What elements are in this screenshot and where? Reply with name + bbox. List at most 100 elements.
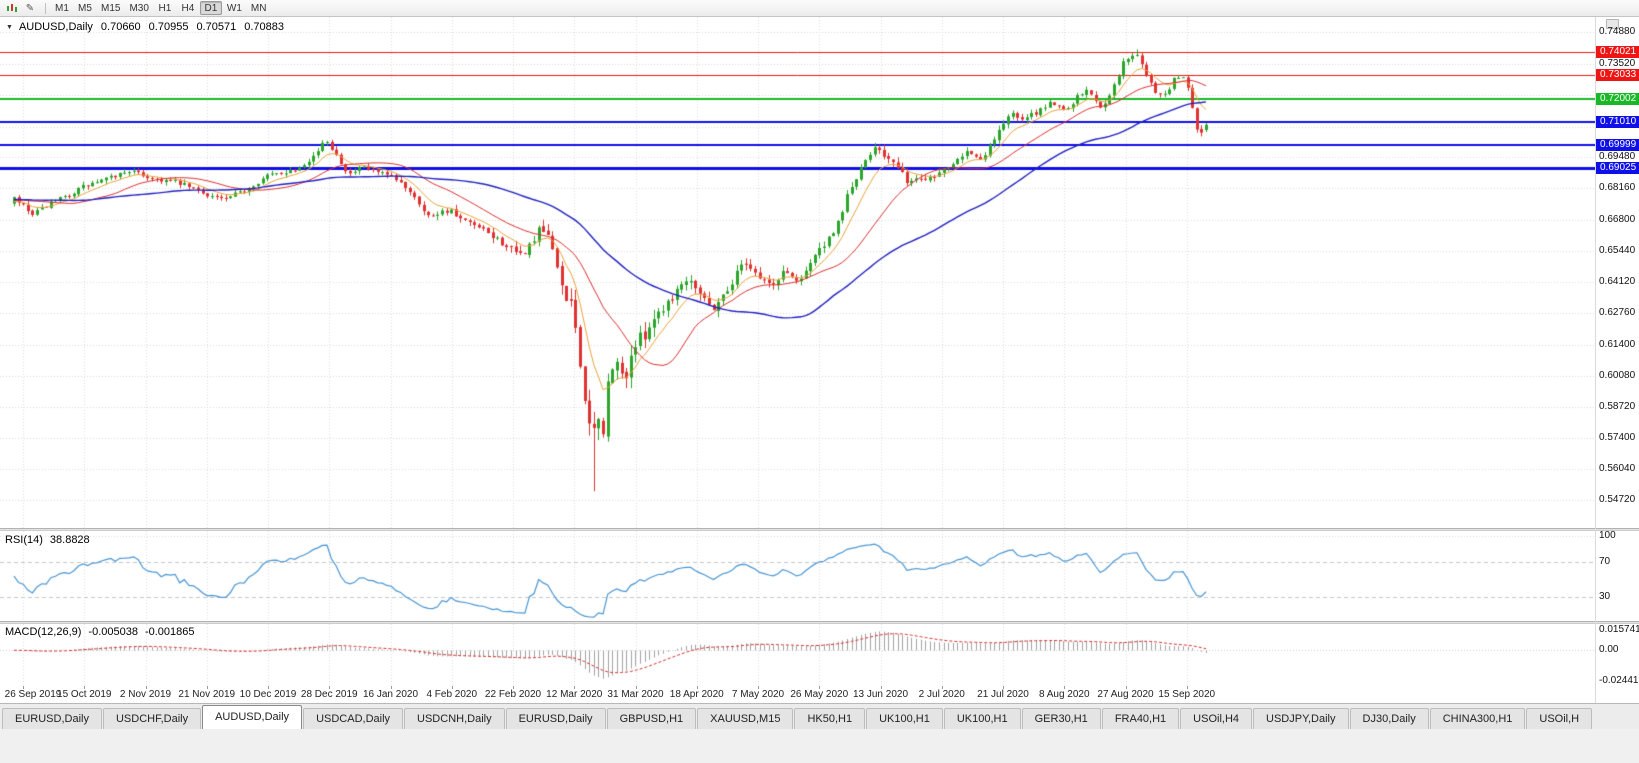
chart-tab-eurusd-daily[interactable]: EURUSD,Daily	[505, 708, 606, 729]
date-label: 2 Jul 2020	[918, 689, 965, 700]
date-tick	[268, 686, 269, 689]
timeframe-button-h4[interactable]: H4	[181, 3, 195, 14]
collapse-arrow-icon[interactable]: ▼	[6, 23, 13, 31]
open-value: 0.70660	[100, 21, 141, 33]
rsi-value: 38.8828	[49, 534, 90, 546]
panel-splitter[interactable]	[0, 528, 1639, 531]
axis-divider	[1595, 17, 1596, 703]
price-chart-panel	[0, 17, 1639, 528]
price-axis-label: 0.66800	[1599, 214, 1636, 225]
chart-tab-eurusd-daily[interactable]: EURUSD,Daily	[2, 708, 102, 729]
price-axis-label: 0.62760	[1599, 307, 1636, 318]
chart-tab-xauusd-m15[interactable]: XAUUSD,M15	[697, 708, 794, 729]
chart-title: ▼ AUDUSD,Daily 0.70660 0.70955 0.70571 0…	[6, 21, 284, 33]
chart-tab-usdcnh-daily[interactable]: USDCNH,Daily	[404, 708, 505, 729]
rsi-label: RSI(14) 38.8828	[5, 534, 90, 546]
date-tick	[84, 686, 85, 689]
date-label: 7 May 2020	[731, 689, 785, 700]
price-axis-label: 0.64120	[1599, 276, 1636, 287]
date-label: 26 Sep 2019	[4, 689, 62, 700]
date-tick	[758, 686, 759, 689]
date-label: 21 Jul 2020	[977, 689, 1029, 700]
date-tick	[513, 686, 514, 689]
price-axis-label: 0.73520	[1599, 58, 1636, 69]
chart-tab-ger30-h1[interactable]: GER30,H1	[1021, 708, 1101, 729]
timeframe-button-mn[interactable]: MN	[250, 3, 267, 14]
hline-price-tag[interactable]: 0.71010	[1596, 116, 1639, 128]
hline-price-tag[interactable]: 0.72002	[1596, 93, 1639, 105]
macd-value-2: -0.001865	[144, 626, 195, 638]
chart-tab-audusd-daily[interactable]: AUDUSD,Daily	[202, 705, 303, 729]
price-axis-label: 0.60080	[1599, 370, 1636, 381]
macd-axis-label: 0.015741	[1599, 624, 1639, 635]
rsi-panel	[0, 531, 1639, 621]
chart-tab-usdchf-daily[interactable]: USDCHF,Daily	[102, 708, 202, 729]
chart-tab-dj30-daily[interactable]: DJ30,Daily	[1349, 708, 1429, 729]
timeframe-button-h1[interactable]: H1	[158, 3, 172, 14]
chart-tab-uk100-h1[interactable]: UK100,H1	[866, 708, 943, 729]
chart-tab-usoil-h[interactable]: USOil,H	[1526, 708, 1593, 729]
date-label: 21 Nov 2019	[178, 689, 236, 700]
price-axis-label: 0.68160	[1599, 182, 1636, 193]
price-axis-label: 0.58720	[1599, 401, 1636, 412]
rsi-axis-label: 70	[1599, 556, 1611, 567]
chart-tab-fra40-h1[interactable]: FRA40,H1	[1101, 708, 1180, 729]
hline-price-tag[interactable]: 0.69999	[1596, 139, 1639, 151]
symbol-label: AUDUSD,Daily	[18, 21, 93, 33]
date-tick	[1126, 686, 1127, 689]
chart-tab-china300-h1[interactable]: CHINA300,H1	[1429, 708, 1526, 729]
price-chart-canvas[interactable]	[0, 17, 1595, 528]
timeframe-button-d1[interactable]: D1	[199, 1, 222, 15]
timeframe-button-w1[interactable]: W1	[226, 3, 242, 14]
timeframe-button-m1[interactable]: M1	[55, 3, 69, 14]
low-value: 0.70571	[196, 21, 237, 33]
price-axis-label: 0.65440	[1599, 245, 1636, 256]
date-tick	[329, 686, 330, 689]
hline-price-tag[interactable]: 0.74021	[1596, 46, 1639, 58]
chart-icon[interactable]	[4, 2, 20, 15]
hline-price-tag[interactable]: 0.69025	[1596, 162, 1639, 174]
date-tick	[574, 686, 575, 689]
chart-tab-uk100-h1[interactable]: UK100,H1	[943, 708, 1021, 729]
date-label: 27 Aug 2020	[1097, 689, 1154, 700]
time-axis[interactable]	[0, 686, 1639, 703]
date-tick	[452, 686, 453, 689]
chart-tabs: EURUSD,Daily USDCHF,Daily AUDUSD,Daily USDC…	[0, 703, 1639, 729]
hline-price-tag[interactable]: 0.73033	[1596, 69, 1639, 81]
price-axis-label: 0.54720	[1599, 494, 1636, 505]
date-label: 13 Jun 2020	[852, 689, 909, 700]
date-tick	[636, 686, 637, 689]
date-label: 10 Dec 2019	[239, 689, 297, 700]
chart-tab-usdcad-daily[interactable]: USDCAD,Daily	[303, 708, 404, 729]
macd-value-1: -0.005038	[88, 626, 138, 638]
macd-canvas[interactable]	[0, 624, 1595, 686]
timeframe-button-m15[interactable]: M15	[101, 3, 121, 14]
date-label: 22 Feb 2020	[484, 689, 542, 700]
scroll-up-button[interactable]	[1606, 19, 1619, 29]
chart-tab-gbpusd-h1[interactable]: GBPUSD,H1	[606, 708, 697, 729]
pencil-icon[interactable]: ✎	[25, 2, 35, 14]
price-axis-label: 0.56040	[1599, 463, 1636, 474]
date-label: 31 Mar 2020	[607, 689, 664, 700]
date-tick	[1003, 686, 1004, 689]
chart-tab-usoil-h4[interactable]: USOil,H4	[1180, 708, 1253, 729]
chart-tab-hk50-h1[interactable]: HK50,H1	[794, 708, 866, 729]
date-tick	[1064, 686, 1065, 689]
toolbar-separator	[45, 2, 46, 14]
rsi-axis-label: 30	[1599, 591, 1611, 602]
macd-panel	[0, 624, 1639, 686]
date-label: 15 Oct 2019	[57, 689, 112, 700]
macd-label: MACD(12,26,9) -0.005038 -0.001865	[5, 626, 195, 638]
rsi-axis-label: 100	[1599, 530, 1616, 541]
chart-tab-usdjpy-daily[interactable]: USDJPY,Daily	[1253, 708, 1349, 729]
panel-splitter[interactable]	[0, 621, 1639, 624]
rsi-canvas[interactable]	[0, 531, 1595, 621]
date-label: 18 Apr 2020	[669, 689, 724, 700]
macd-axis-label: 0.00	[1599, 644, 1619, 655]
date-tick	[207, 686, 208, 689]
timeframe-group: M1 M5 M15 M30 H1 H4 D1 W1 MN	[51, 1, 270, 15]
rsi-name: RSI(14)	[5, 534, 43, 546]
timeframe-button-m5[interactable]: M5	[78, 3, 92, 14]
timeframe-button-m30[interactable]: M30	[129, 3, 149, 14]
